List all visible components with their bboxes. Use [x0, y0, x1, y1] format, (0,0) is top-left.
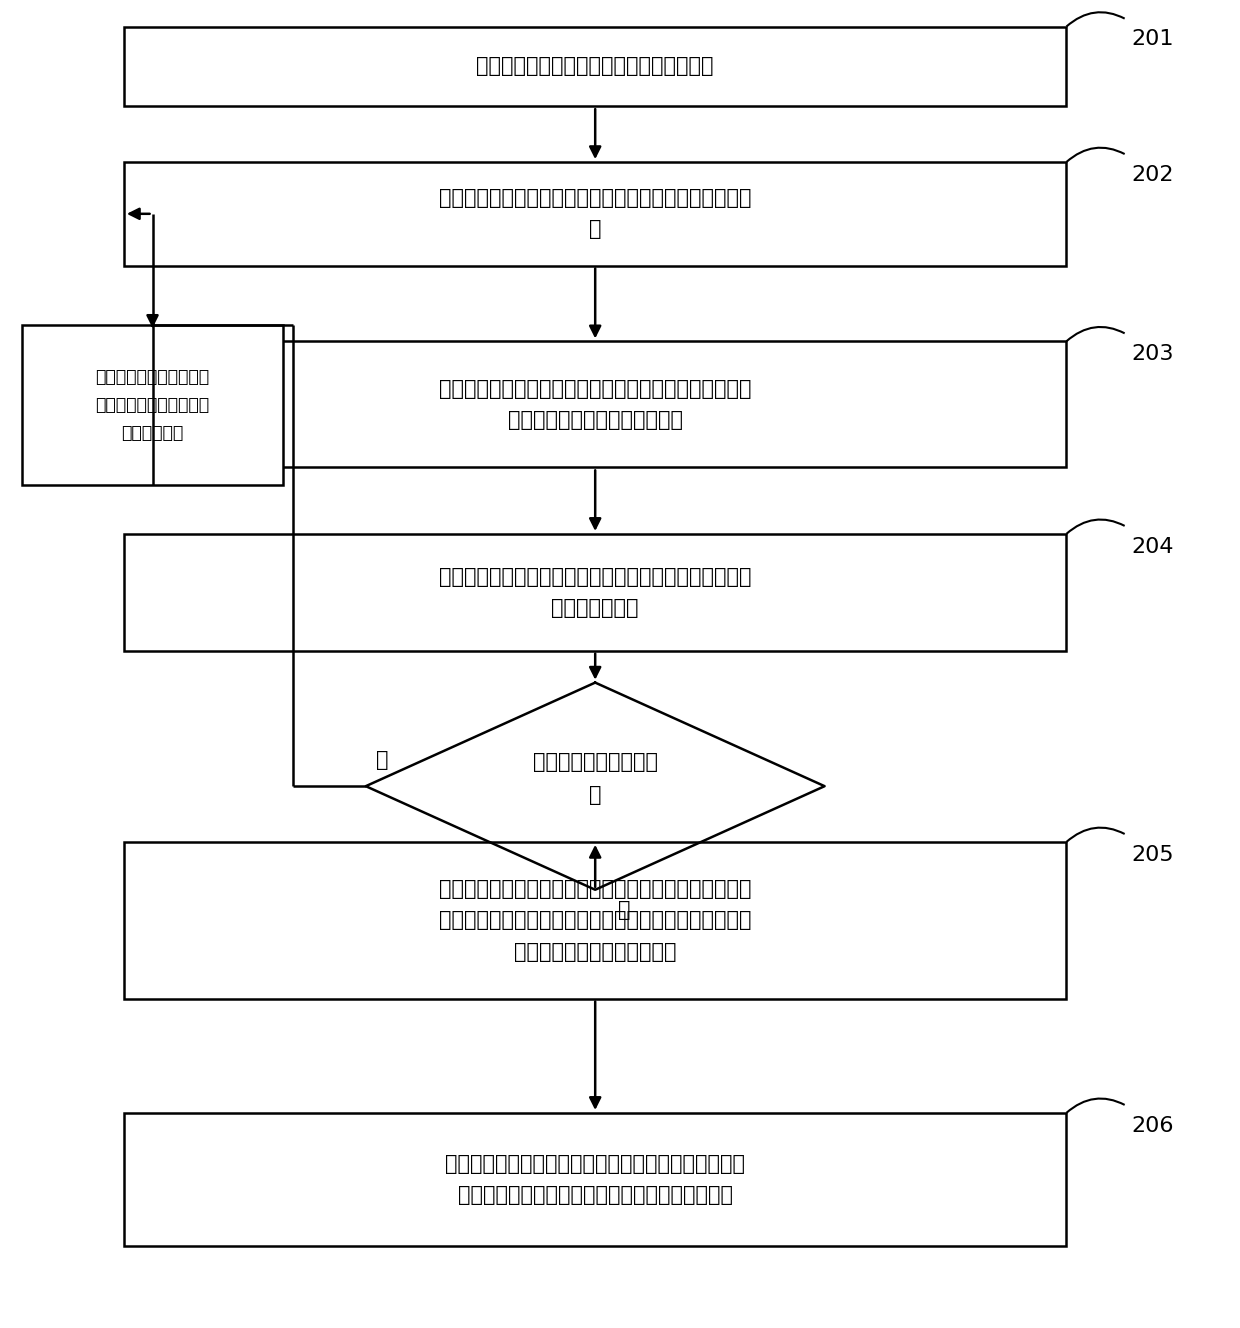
Text: 储存画面检测图像信息与触控检测图像信息: 储存画面检测图像信息与触控检测图像信息: [476, 56, 714, 77]
Text: 202: 202: [1131, 165, 1173, 185]
Text: 将第一触控检测图像信息转化为第一触控检测图像电信
号，并将第一触控检测图像电信号发送给显示面板: 将第一触控检测图像信息转化为第一触控检测图像电信 号，并将第一触控检测图像电信号…: [445, 1154, 745, 1204]
Text: 根据显示面板上的第一触控操作生成第一触控指令，并发
送第一触控指令: 根据显示面板上的第一触控操作生成第一触控指令，并发 送第一触控指令: [439, 567, 751, 618]
Text: 205: 205: [1131, 845, 1173, 865]
Text: 203: 203: [1131, 344, 1173, 364]
Bar: [22, 325, 283, 485]
Bar: [124, 27, 1066, 106]
Text: 是: 是: [618, 900, 630, 920]
Text: 201: 201: [1131, 29, 1173, 49]
Text: 206: 206: [1131, 1116, 1173, 1135]
Text: 204: 204: [1131, 537, 1173, 556]
Bar: [124, 534, 1066, 651]
Text: 当接收到第一触控指令时，停止按顺序循环调用画面检测
图像信息，调用与触控指令对应的第一触控检测图像信息
并发送第一触控检测图像信息: 当接收到第一触控指令时，停止按顺序循环调用画面检测 图像信息，调用与触控指令对应…: [439, 879, 751, 961]
Bar: [124, 842, 1066, 999]
Text: 是否接收到第一触控指
令: 是否接收到第一触控指 令: [533, 752, 657, 805]
Text: 将画面检测图像信息转化为画面检测图像电信号并将画面
检测图像电信号发送给显示面板: 将画面检测图像信息转化为画面检测图像电信号并将画面 检测图像电信号发送给显示面板: [439, 378, 751, 430]
Bar: [124, 162, 1066, 266]
Text: 继续按顺序循环调用画面
检测图像信息并发送画面
检测图像信息: 继续按顺序循环调用画面 检测图像信息并发送画面 检测图像信息: [95, 368, 210, 442]
Bar: [124, 341, 1066, 467]
Text: 否: 否: [376, 750, 388, 770]
Text: 按顺序循环调用画面检测图像信息并发送画面检测图像信
息: 按顺序循环调用画面检测图像信息并发送画面检测图像信 息: [439, 189, 751, 239]
Bar: [124, 1113, 1066, 1246]
